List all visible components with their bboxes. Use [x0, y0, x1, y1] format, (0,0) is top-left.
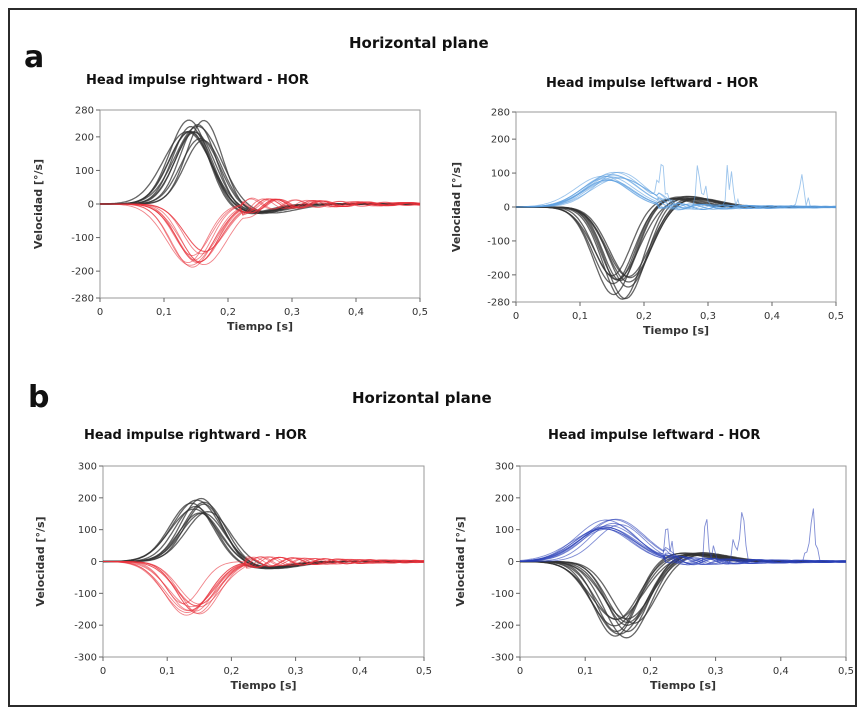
x-tick-label: 0: [100, 666, 106, 677]
x-tick-label: 0,2: [636, 311, 652, 322]
trace-eye: [100, 198, 421, 263]
x-tick-label: 0: [513, 311, 519, 322]
x-tick-label: 0: [97, 307, 103, 318]
x-tick-label: 0,1: [577, 666, 593, 677]
y-tick-label: 300: [78, 462, 97, 473]
y-axis-label: Velocidad [°/s]: [450, 162, 463, 252]
y-tick-label: 100: [495, 525, 514, 536]
x-axis-label: Tiempo [s]: [230, 679, 296, 692]
panel-a-title: Horizontal plane: [349, 34, 489, 52]
y-tick-label: 200: [78, 493, 97, 504]
chart-title-b-left: Head impulse leftward - HOR: [548, 428, 761, 443]
x-tick-label: 0,5: [416, 666, 432, 677]
y-tick-label: -100: [74, 589, 97, 600]
y-tick-label: -280: [71, 294, 94, 305]
series-head: [519, 552, 846, 639]
x-tick-label: 0,3: [700, 311, 716, 322]
x-tick-label: 0,1: [572, 311, 588, 322]
trace-head: [516, 195, 836, 300]
trace-head: [100, 131, 420, 213]
x-tick-label: 0,3: [708, 666, 724, 677]
y-tick-label: 200: [495, 493, 514, 504]
y-tick-label: 0: [504, 203, 510, 214]
trace-eye: [100, 198, 421, 252]
x-tick-label: 0,2: [220, 307, 236, 318]
y-tick-label: -300: [491, 653, 514, 664]
y-axis-label: Velocidad [°/s]: [34, 516, 47, 606]
trace-eye: [103, 556, 425, 611]
x-tick-label: 0,4: [348, 307, 364, 318]
y-tick-label: 200: [75, 132, 94, 143]
x-tick-label: 0,1: [156, 307, 172, 318]
x-tick-label: 0,4: [764, 311, 780, 322]
panel-b-title: Horizontal plane: [352, 389, 492, 407]
y-tick-label: -100: [491, 589, 514, 600]
y-tick-label: 280: [75, 106, 94, 117]
y-tick-label: 0: [508, 557, 514, 568]
trace-head: [516, 195, 836, 300]
x-tick-label: 0,2: [223, 666, 239, 677]
y-tick-label: -280: [487, 298, 510, 309]
x-tick-label: 0: [517, 666, 523, 677]
trace-eye: [103, 556, 425, 614]
trace-eye: [100, 198, 420, 266]
y-tick-label: -200: [487, 270, 510, 281]
y-tick-label: -200: [491, 621, 514, 632]
panel-letter-a: a: [24, 40, 45, 75]
series-eye: [103, 556, 425, 616]
trace-eye: [100, 198, 421, 263]
trace-eye: [519, 527, 847, 565]
x-axis-label: Tiempo [s]: [650, 679, 716, 692]
trace-eye: [516, 176, 837, 210]
x-tick-label: 0,4: [773, 666, 789, 677]
x-tick-label: 0,3: [288, 666, 304, 677]
trace-eye: [516, 171, 837, 210]
y-tick-label: -300: [74, 653, 97, 664]
y-tick-label: -200: [74, 621, 97, 632]
series-eye: [516, 163, 837, 211]
y-tick-label: 100: [75, 166, 94, 177]
x-axis-label: Tiempo [s]: [643, 324, 709, 337]
y-tick-label: -100: [71, 233, 94, 244]
y-tick-label: 280: [491, 108, 510, 119]
y-tick-label: 100: [491, 169, 510, 180]
trace-eye: [516, 175, 837, 210]
x-axis-label: Tiempo [s]: [227, 320, 293, 333]
y-tick-label: 100: [78, 525, 97, 536]
x-tick-label: 0,2: [642, 666, 658, 677]
y-tick-label: 0: [88, 200, 94, 211]
trace-head: [103, 512, 424, 568]
chart-title-b-right: Head impulse rightward - HOR: [84, 428, 307, 443]
series-eye: [519, 508, 847, 566]
x-tick-label: 0,5: [828, 311, 844, 322]
y-axis-label: Velocidad [°/s]: [454, 516, 467, 606]
y-tick-label: -200: [71, 267, 94, 278]
x-tick-label: 0,1: [159, 666, 175, 677]
y-tick-label: -100: [487, 236, 510, 247]
y-axis-label: Velocidad [°/s]: [32, 159, 45, 249]
figure-frame: [8, 8, 857, 707]
trace-eye: [100, 198, 421, 268]
x-tick-label: 0,5: [412, 307, 428, 318]
chart-title-a-right: Head impulse rightward - HOR: [86, 73, 309, 88]
panel-letter-b: b: [28, 380, 50, 415]
series-head: [516, 195, 836, 300]
y-tick-label: 0: [91, 557, 97, 568]
trace-eye: [519, 519, 847, 564]
x-tick-label: 0,3: [284, 307, 300, 318]
x-tick-label: 0,5: [838, 666, 854, 677]
y-tick-label: 300: [495, 462, 514, 473]
series-eye: [100, 197, 421, 268]
trace-head: [516, 197, 836, 285]
series-head: [100, 119, 420, 215]
y-tick-label: 200: [491, 135, 510, 146]
chart-title-a-left: Head impulse leftward - HOR: [546, 76, 759, 91]
x-tick-label: 0,4: [352, 666, 368, 677]
trace-eye: [516, 165, 836, 210]
